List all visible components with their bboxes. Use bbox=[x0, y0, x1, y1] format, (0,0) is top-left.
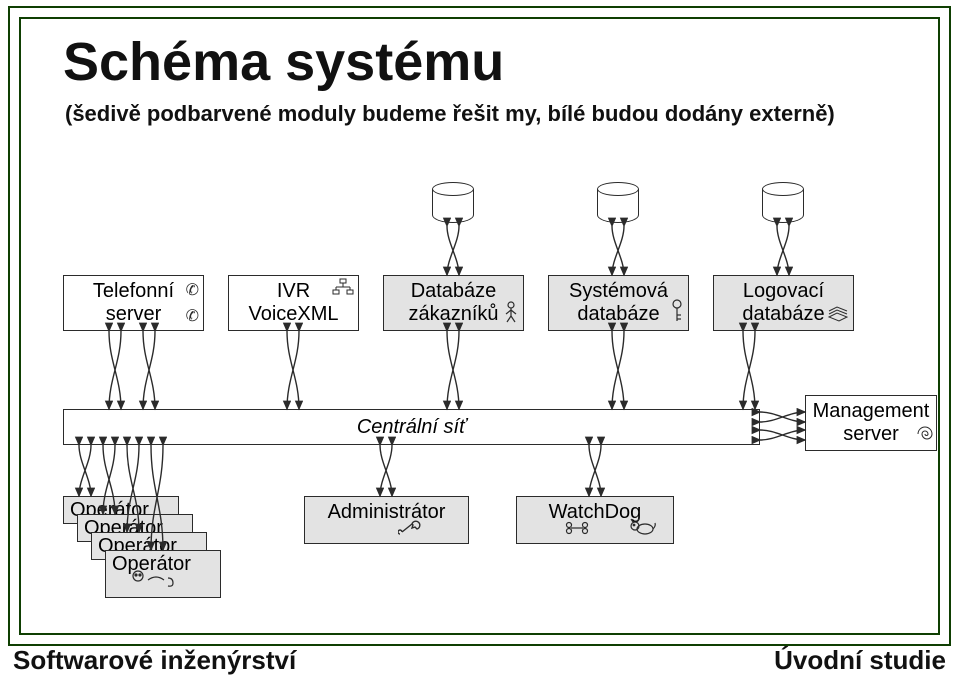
node-administrator: Administrátor bbox=[304, 496, 469, 544]
cylinder-icon bbox=[762, 182, 804, 224]
node-label: databáze bbox=[577, 303, 659, 326]
node-systemova-databaze: Systémová databáze bbox=[548, 275, 689, 331]
page-title: Schéma systému bbox=[63, 31, 504, 93]
inner-frame: Schéma systému (šedivě podbarvené moduly… bbox=[19, 17, 940, 635]
spiral-icon bbox=[916, 425, 934, 448]
footer-left: Softwarové inženýrství bbox=[13, 645, 296, 676]
node-logovaci-databaze: Logovací databáze bbox=[713, 275, 854, 331]
phone-icon: ✆ bbox=[186, 282, 199, 300]
node-label: IVR bbox=[277, 280, 310, 303]
node-databaze-zakazniku: Databáze zákazníků bbox=[383, 275, 524, 331]
node-label: WatchDog bbox=[549, 501, 642, 524]
node-label: Operátor bbox=[112, 553, 191, 576]
node-label: Administrátor bbox=[328, 501, 446, 524]
node-watchdog: WatchDog bbox=[516, 496, 674, 544]
node-centralni-sit: Centrální síť bbox=[63, 409, 760, 445]
node-label: VoiceXML bbox=[248, 303, 338, 326]
node-ivr-voicexml: IVR VoiceXML bbox=[228, 275, 359, 331]
node-operator: Operátor bbox=[105, 550, 221, 598]
node-label: Logovací bbox=[743, 280, 824, 303]
node-label: zákazníků bbox=[408, 303, 498, 326]
node-label: server bbox=[843, 423, 899, 446]
node-label: server bbox=[106, 303, 162, 326]
node-management-server: Management server bbox=[805, 395, 937, 451]
cylinder-icon bbox=[597, 182, 639, 224]
node-label: Databáze bbox=[411, 280, 497, 303]
phone-icon: ✆ bbox=[186, 308, 199, 326]
person-icon bbox=[503, 301, 519, 328]
node-label: Management bbox=[813, 400, 930, 423]
node-label: databáze bbox=[742, 303, 824, 326]
page-subtitle: (šedivě podbarvené moduly budeme řešit m… bbox=[65, 101, 835, 127]
cylinder-icon bbox=[432, 182, 474, 224]
tree-icon bbox=[332, 278, 354, 301]
key-icon bbox=[670, 299, 684, 328]
node-label: Systémová bbox=[569, 280, 668, 303]
node-label: Telefonní bbox=[93, 280, 174, 303]
node-telefonni-server: Telefonní server ✆ ✆ bbox=[63, 275, 204, 331]
footer-right: Úvodní studie bbox=[774, 645, 946, 676]
stack-icon bbox=[827, 305, 849, 328]
node-label: Centrální síť bbox=[357, 416, 466, 439]
